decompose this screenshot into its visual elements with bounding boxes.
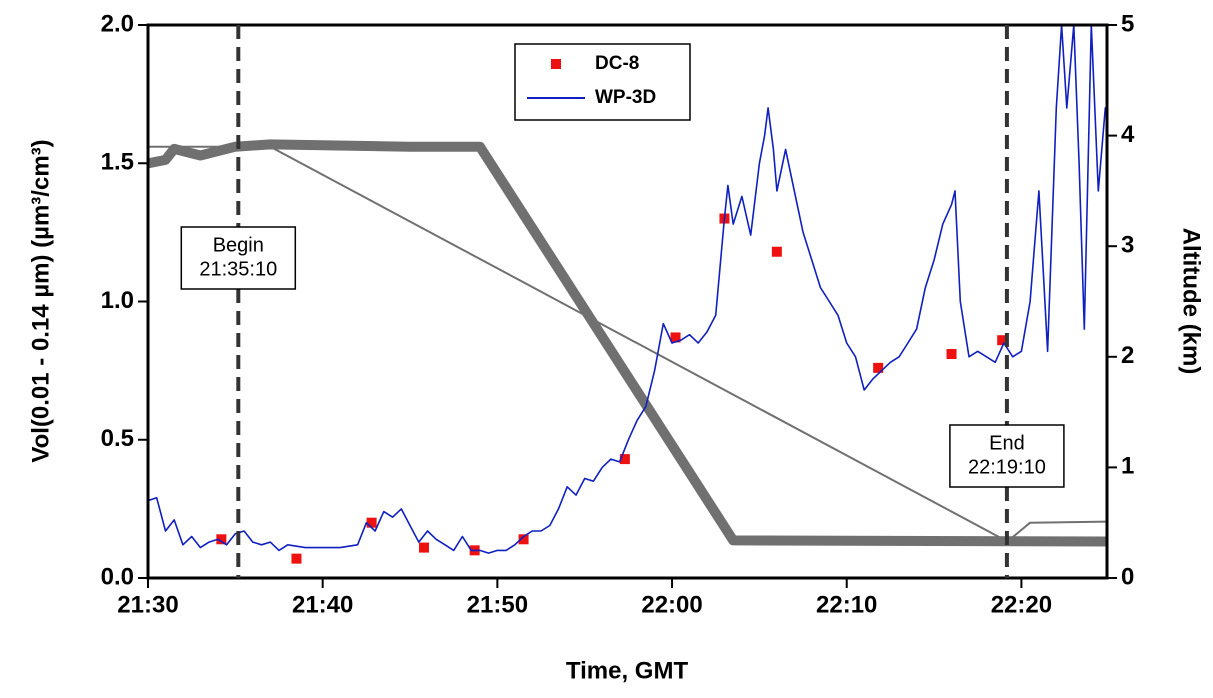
data-point xyxy=(997,335,1008,346)
y2-tick-label: 0 xyxy=(1121,563,1134,590)
annotation-box xyxy=(949,424,1065,488)
data-point xyxy=(946,349,957,360)
y2-tick-label: 1 xyxy=(1121,453,1134,480)
x-axis-label: Time, GMT xyxy=(566,657,689,684)
data-point xyxy=(216,534,227,545)
data-point xyxy=(670,332,681,343)
data-point xyxy=(366,517,377,528)
annotation-box xyxy=(180,226,297,290)
y2-tick-label: 3 xyxy=(1121,232,1134,259)
data-line xyxy=(148,139,1107,547)
y2-axis-label: Altitude (km) xyxy=(1178,228,1205,375)
data-point xyxy=(291,553,302,564)
data-line xyxy=(148,25,1107,554)
data-point xyxy=(418,542,429,553)
x-tick-label: 22:10 xyxy=(816,591,877,618)
x-tick-label: 22:20 xyxy=(991,591,1052,618)
y2-tick-label: 5 xyxy=(1121,10,1134,37)
y2-tick-label: 2 xyxy=(1121,342,1134,369)
y-tick-label: 1.5 xyxy=(101,149,134,176)
data-point xyxy=(619,454,630,465)
annotation-text: End xyxy=(989,432,1025,454)
y2-tick-label: 4 xyxy=(1121,121,1135,148)
y-tick-label: 1.0 xyxy=(101,287,134,314)
y-axis-label: Vol(0.01 - 0.14 µm) (µm³/cm³) xyxy=(27,139,54,462)
y-tick-label: 0.5 xyxy=(101,425,134,452)
data-point xyxy=(518,534,529,545)
plot-area xyxy=(148,25,1107,564)
y-tick-label: 0.0 xyxy=(101,563,134,590)
x-tick-label: 21:30 xyxy=(117,591,178,618)
data-point xyxy=(771,246,782,257)
annotation-text: Begin xyxy=(213,234,264,256)
legend-label: WP-3D xyxy=(595,87,656,108)
data-point xyxy=(873,362,884,373)
legend-label: DC-8 xyxy=(595,53,639,74)
annotation-text: 22:19:10 xyxy=(968,456,1046,478)
y-tick-label: 2.0 xyxy=(101,10,134,37)
legend-swatch xyxy=(551,59,561,69)
x-tick-label: 21:50 xyxy=(467,591,528,618)
x-tick-label: 21:40 xyxy=(292,591,353,618)
x-tick-label: 22:00 xyxy=(641,591,702,618)
annotation-text: 21:35:10 xyxy=(199,258,277,280)
legend-box xyxy=(514,43,691,121)
